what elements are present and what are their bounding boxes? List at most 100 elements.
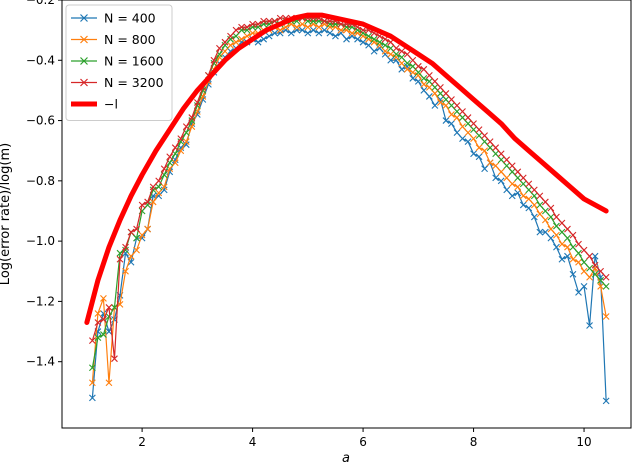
data-point (525, 204, 533, 212)
data-point (459, 135, 466, 143)
data-point (475, 126, 483, 133)
data-point (586, 273, 593, 281)
data-point (508, 180, 516, 188)
data-point (155, 192, 163, 200)
data-point (304, 29, 312, 37)
data-point (448, 102, 455, 109)
data-point (326, 20, 334, 28)
data-point (525, 180, 533, 188)
x-axis-label: a (342, 451, 350, 466)
legend-marker (80, 14, 88, 22)
data-point (536, 192, 544, 200)
data-point (575, 288, 582, 296)
data-point (497, 177, 505, 185)
data-point (293, 23, 301, 31)
data-point (497, 168, 505, 176)
legend-entry: N = 1600 (71, 54, 164, 69)
x-tick-label: 8 (470, 435, 478, 449)
data-point (453, 108, 461, 115)
data-point (254, 23, 262, 31)
data-point (541, 207, 549, 215)
data-point (238, 35, 245, 43)
data-point (470, 150, 477, 158)
data-point (243, 32, 251, 40)
data-point (94, 334, 102, 341)
data-point (580, 258, 588, 266)
data-point (387, 50, 395, 58)
data-point (365, 32, 372, 40)
data-point (232, 38, 240, 46)
data-point (304, 23, 312, 31)
data-point (525, 195, 533, 203)
data-point (343, 23, 350, 31)
data-point (133, 246, 140, 254)
data-point (508, 168, 516, 176)
legend-entry: N = 400 (71, 11, 156, 26)
data-point (453, 114, 461, 121)
data-point (437, 96, 444, 103)
legend-entry: N = 800 (71, 32, 156, 47)
legend-label: N = 1600 (104, 54, 164, 69)
data-point (298, 20, 306, 28)
data-point (475, 153, 483, 161)
data-point (530, 186, 538, 194)
y-tick-label: −0.6 (26, 114, 55, 128)
data-point (464, 120, 472, 127)
data-point (475, 144, 483, 152)
data-point (321, 17, 328, 25)
series-layer (84, 12, 610, 405)
data-point (530, 201, 538, 209)
data-point (470, 135, 477, 143)
data-point (514, 183, 522, 191)
data-point (575, 249, 582, 257)
data-point (464, 114, 472, 121)
data-point (503, 156, 511, 164)
data-point (309, 20, 317, 28)
data-point (437, 99, 444, 106)
data-point (398, 65, 406, 73)
data-point (459, 114, 466, 121)
data-point (182, 138, 190, 146)
x-tick-label: 2 (138, 435, 146, 449)
data-point (569, 231, 577, 239)
data-point (448, 120, 455, 127)
data-point (370, 35, 378, 43)
data-point (166, 153, 174, 161)
data-point (602, 397, 610, 405)
data-point (492, 174, 500, 182)
data-point (238, 23, 245, 31)
legend: N = 400 N = 800 N = 1600 N = 3200 −l (65, 4, 173, 121)
data-point (591, 261, 599, 269)
data-point (492, 162, 500, 170)
data-point (536, 201, 544, 209)
data-point (276, 29, 284, 37)
data-point (508, 192, 516, 200)
legend-label: N = 800 (104, 32, 156, 47)
data-point (94, 310, 102, 317)
data-point (127, 252, 135, 260)
data-point (221, 38, 229, 46)
data-point (425, 84, 433, 91)
data-point (425, 77, 433, 85)
data-point (481, 138, 488, 146)
data-point (597, 276, 605, 284)
data-point (149, 198, 157, 206)
data-point (414, 62, 422, 70)
data-point (376, 44, 384, 52)
data-point (437, 90, 444, 97)
data-point (293, 26, 301, 34)
data-point (525, 186, 533, 194)
data-point (547, 234, 555, 242)
data-point (442, 117, 450, 124)
data-point (315, 29, 323, 37)
data-point (100, 295, 107, 302)
data-point (88, 394, 96, 402)
data-point (403, 59, 411, 67)
data-point (420, 65, 428, 73)
data-point (564, 225, 571, 233)
data-point (337, 26, 345, 34)
data-point (387, 44, 395, 52)
data-point (514, 174, 522, 182)
data-point (597, 282, 605, 290)
